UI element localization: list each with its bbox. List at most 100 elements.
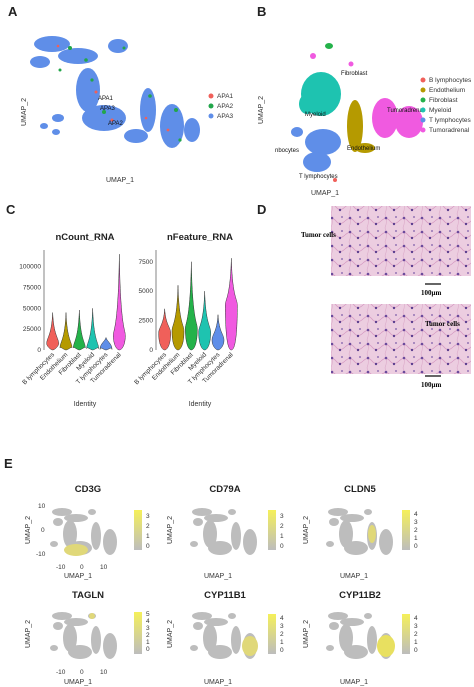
expr-tick-cyp11b2-0: 0 bbox=[414, 647, 418, 654]
panel-label-a: A bbox=[8, 4, 18, 19]
feature-plot-cd3g: CD3G 3 2 1 0 UMAP_1 UMAP_2 -10 0 10 10 0… bbox=[25, 484, 150, 580]
expr-tick-cyp11b2-3: 3 bbox=[414, 623, 418, 630]
cluster-label-tumoradrenal: Tumoradrenal bbox=[387, 108, 424, 114]
x-tick-tagln-3: 10 bbox=[100, 669, 108, 676]
y-tick-cd3g-1: 10 bbox=[38, 503, 46, 510]
y-tick-cd3g-2: 0 bbox=[41, 527, 45, 534]
legend-a-label-2: APA2 bbox=[217, 103, 234, 110]
feature-plot-cd79a: CD79A 3 2 1 0 UMAP_1 UMAP_2 bbox=[167, 484, 284, 580]
legend-b-label-2: Endothelium bbox=[429, 87, 465, 94]
panel-d-micrographs: Tumor cells 100μm Tumor cells 100μm bbox=[301, 206, 471, 389]
legend-b-swatch-3 bbox=[420, 97, 426, 103]
expr-tick-cyp11b1-4: 4 bbox=[280, 615, 284, 622]
feature-xlabel-cd79a: UMAP_1 bbox=[204, 573, 232, 580]
legend-a-swatch-3 bbox=[208, 113, 214, 119]
y-tick-ncount-1: 25000 bbox=[23, 326, 41, 333]
expr-tick-cd79a-3: 3 bbox=[280, 513, 284, 520]
legend-b-swatch-1 bbox=[420, 77, 426, 83]
cluster-label-a3: APA3 bbox=[100, 106, 116, 112]
scale-bar-top-label: 100μm bbox=[421, 289, 441, 297]
chart-title-nfeature: nFeature_RNA bbox=[167, 232, 233, 243]
micrograph-top-label: Tumor cells bbox=[301, 231, 336, 239]
y-tick-nfeature-1: 2500 bbox=[139, 318, 154, 325]
expr-scale-cldn5 bbox=[402, 510, 410, 550]
expr-scale-cd79a bbox=[268, 510, 276, 550]
violin-ncount-4 bbox=[99, 337, 113, 351]
x-tick-cd3g-3: 10 bbox=[100, 564, 108, 571]
panel-e-feature-plots: CD3G 3 2 1 0 UMAP_1 UMAP_2 -10 0 10 10 0… bbox=[25, 484, 418, 686]
panel-label-d: D bbox=[257, 202, 267, 217]
y-tick-ncount-2: 50000 bbox=[23, 305, 41, 312]
expr-tick-cd79a-1: 1 bbox=[280, 533, 284, 540]
expr-tick-cd3g-2: 2 bbox=[146, 523, 150, 530]
expr-tick-cd3g-0: 0 bbox=[146, 543, 150, 550]
violin-ncount-1 bbox=[59, 312, 73, 351]
legend-a-label-1: APA1 bbox=[217, 93, 234, 100]
cluster-label-endothelium: Endothelium bbox=[347, 146, 380, 152]
cluster-label-t-lymphocytes: T lymphocytes bbox=[299, 174, 338, 180]
expr-tick-cldn5-3: 3 bbox=[414, 519, 418, 526]
feature-title-cyp11b2: CYP11B2 bbox=[339, 590, 381, 601]
feature-plot-cyp11b2: CYP11B2 4 3 2 1 0 UMAP_1 UMAP_2 bbox=[303, 590, 418, 686]
micrograph-top bbox=[331, 206, 471, 276]
y-tick-ncount-4: 100000 bbox=[19, 264, 41, 271]
panel-label-c: C bbox=[6, 202, 16, 217]
expr-scale-tagln bbox=[134, 612, 142, 654]
expr-scale-cyp11b1 bbox=[268, 614, 276, 654]
expr-tick-cldn5-1: 1 bbox=[414, 535, 418, 542]
cluster-label-fibroblast: Fibroblast bbox=[341, 71, 368, 77]
feature-title-tagln: TAGLN bbox=[72, 590, 104, 601]
expr-tick-cyp11b1-3: 3 bbox=[280, 623, 284, 630]
expr-tick-cyp11b2-4: 4 bbox=[414, 615, 418, 622]
cluster-label-a2: APA2 bbox=[108, 121, 124, 127]
x-tick-cd3g-1: -10 bbox=[56, 564, 66, 571]
expr-tick-cyp11b2-2: 2 bbox=[414, 631, 418, 638]
feature-plot-cldn5: CLDN5 4 3 2 1 0 UMAP_1 UMAP_2 bbox=[303, 484, 418, 580]
chart-xlabel-ncount: Identity bbox=[74, 401, 97, 408]
y-tick-nfeature-3: 7500 bbox=[139, 259, 154, 266]
violin-nfeature-4 bbox=[211, 314, 225, 351]
feature-ylabel-cyp11b1: UMAP_2 bbox=[167, 620, 174, 648]
expr-tick-cd3g-1: 1 bbox=[146, 533, 150, 540]
panel-b-umap: Fibroblast Myeloid Tumoradrenal nbocytes… bbox=[258, 43, 472, 197]
y-tick-ncount-0: 0 bbox=[37, 347, 41, 354]
y-tick-nfeature-0: 0 bbox=[149, 347, 153, 354]
violin-chart-ncount: nCount_RNA Identity 0 25000 50000 75000 1000… bbox=[19, 232, 126, 408]
legend-a-swatch-1 bbox=[208, 93, 214, 99]
expr-tick-tagln-0: 0 bbox=[146, 646, 150, 653]
feature-plot-tagln: TAGLN 5 4 3 2 1 0 UMAP_1 UMAP_2 -10 0 10 bbox=[25, 590, 150, 686]
feature-xlabel-tagln: UMAP_1 bbox=[64, 679, 92, 686]
expr-tick-cyp11b2-1: 1 bbox=[414, 639, 418, 646]
expr-tick-tagln-4: 4 bbox=[146, 618, 150, 625]
violin-ncount-3 bbox=[86, 308, 99, 351]
chart-xlabel-nfeature: Identity bbox=[189, 401, 212, 408]
panel-c-violins: nCount_RNA Identity 02500050000750001000… bbox=[19, 232, 238, 408]
micrograph-bottom-label: Tumor cells bbox=[425, 320, 460, 328]
legend-b-swatch-2 bbox=[420, 87, 426, 93]
umap-a-x-label: UMAP_1 bbox=[106, 177, 134, 184]
feature-ylabel-cldn5: UMAP_2 bbox=[303, 516, 310, 544]
panel-label-b: B bbox=[257, 4, 267, 19]
feature-title-cldn5: CLDN5 bbox=[344, 484, 376, 495]
expr-tick-tagln-5: 5 bbox=[146, 611, 150, 618]
umap-b-clusters bbox=[291, 43, 423, 182]
expr-tick-cldn5-2: 2 bbox=[414, 527, 418, 534]
violin-nfeature-0 bbox=[158, 308, 171, 351]
x-tick-cd3g-2: 0 bbox=[80, 564, 84, 571]
y-tick-nfeature-2: 5000 bbox=[139, 288, 154, 295]
cluster-label-lymphocytes-partial: nbocytes bbox=[275, 148, 299, 154]
panel-a-umap: APA1 APA3 APA2 UMAP_1 UMAP_2 APA1 APA2 A… bbox=[21, 36, 234, 184]
cluster-label-myeloid: Myeloid bbox=[305, 112, 326, 118]
micrograph-bottom bbox=[331, 304, 471, 374]
legend-b-label-6: Tumoradrenal bbox=[429, 127, 470, 134]
violin-ncount-0 bbox=[46, 312, 59, 351]
y-tick-ncount-3: 75000 bbox=[23, 285, 41, 292]
expr-tick-tagln-2: 2 bbox=[146, 632, 150, 639]
expr-tick-tagln-3: 3 bbox=[146, 625, 150, 632]
cluster-label-a1: APA1 bbox=[98, 96, 114, 102]
feature-xlabel-cyp11b1: UMAP_1 bbox=[204, 679, 232, 686]
legend-a-swatch-2 bbox=[208, 103, 214, 109]
violin-nfeature-1 bbox=[171, 285, 185, 351]
feature-ylabel-cd79a: UMAP_2 bbox=[167, 516, 174, 544]
